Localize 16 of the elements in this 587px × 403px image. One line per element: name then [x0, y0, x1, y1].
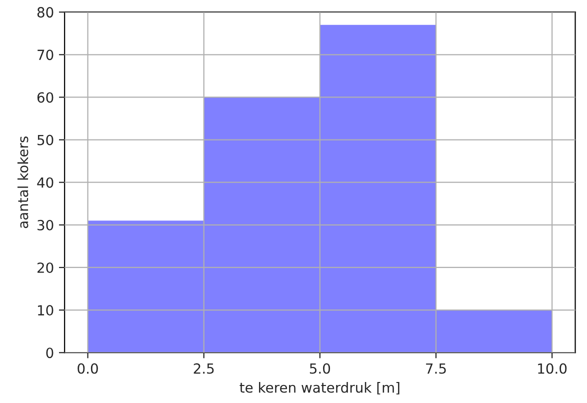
y-tick-label: 50 [38, 134, 54, 146]
y-tick-label: 70 [38, 50, 54, 60]
x-axis-title: te keren waterdruk [m] [240, 382, 400, 394]
y-axis-title: aantal kokers [17, 136, 28, 228]
y-tick-label: 40 [37, 177, 54, 188]
x-tick-label: 0.0 [78, 363, 98, 374]
x-tick-label: 2.5 [194, 363, 214, 374]
x-tick-label: 7.5 [426, 363, 446, 374]
y-tick-label: 80 [37, 7, 54, 18]
x-tick-label: 5.0 [310, 363, 330, 374]
y-tick-label: 10 [38, 305, 54, 316]
y-tick-label: 0 [46, 348, 54, 358]
y-tick-label: 30 [38, 220, 54, 230]
y-tick-label: 60 [37, 92, 54, 103]
x-tick-label: 10.0 [538, 363, 567, 374]
y-tick-label: 20 [38, 262, 54, 273]
